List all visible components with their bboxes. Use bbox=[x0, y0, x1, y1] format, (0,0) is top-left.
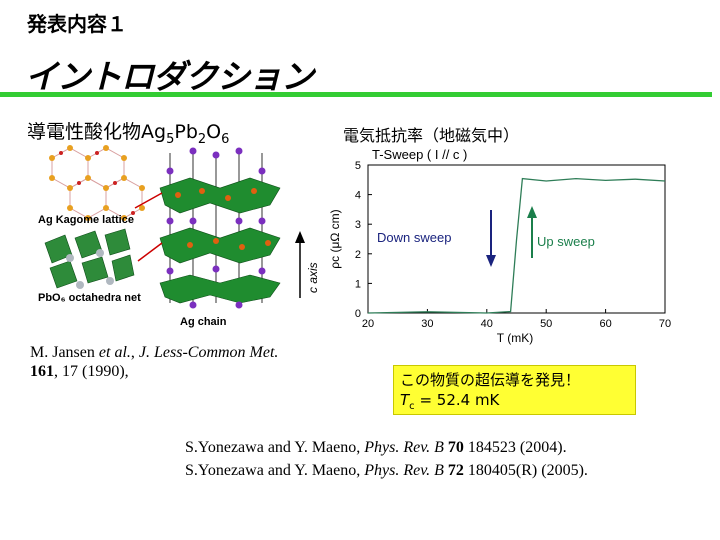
up-sweep-label: Up sweep bbox=[537, 234, 595, 249]
ref-item-rest: 184523 (2004). bbox=[463, 439, 567, 456]
y-tick-label: 2 bbox=[355, 249, 361, 261]
down-sweep-arrow bbox=[486, 210, 496, 267]
c-axis-label: c axis bbox=[306, 262, 320, 293]
subscript-o: 6 bbox=[221, 131, 230, 147]
ref-item-journal: Phys. Rev. B bbox=[364, 462, 444, 479]
compound-prefix: 導電性酸化物 bbox=[27, 121, 142, 143]
y-tick-label: 4 bbox=[355, 190, 361, 202]
down-sweep-label: Down sweep bbox=[377, 230, 451, 245]
ref-item-rest: 180405(R) (2005). bbox=[463, 462, 588, 479]
y-tick-label: 0 bbox=[355, 308, 361, 320]
chart-title: T-Sweep ( I // c ) bbox=[372, 147, 467, 162]
element-o: O bbox=[206, 121, 222, 143]
title-underline bbox=[0, 92, 712, 97]
reference-item: S.Yonezawa and Y. Maeno, Phys. Rev. B 72… bbox=[185, 459, 588, 482]
tc-subscript: c bbox=[409, 401, 415, 412]
ref-volume: 161 bbox=[30, 363, 54, 380]
y-axis-ticks: 0 1 2 3 4 5 bbox=[355, 160, 372, 320]
kagome-lattice-illustration bbox=[49, 145, 145, 221]
plot-frame bbox=[367, 164, 666, 314]
y-tick-label: 3 bbox=[355, 219, 361, 231]
reference-list: S.Yonezawa and Y. Maeno, Phys. Rev. B 70… bbox=[185, 436, 588, 482]
octahedra-net-illustration bbox=[44, 228, 135, 289]
tc-value: Tc = 52.4 mK bbox=[400, 390, 629, 417]
x-tick-label: 70 bbox=[659, 318, 671, 330]
x-tick-label: 30 bbox=[421, 318, 433, 330]
layered-structure-illustration bbox=[134, 147, 281, 309]
ref-journal: J. Less-Common Met. bbox=[138, 344, 279, 361]
reference-jansen: M. Jansen et al., J. Less-Common Met. 16… bbox=[30, 343, 278, 381]
x-axis-label: T (mK) bbox=[497, 331, 533, 345]
element-ag: Ag bbox=[141, 121, 167, 143]
kagome-label: Ag Kagome lattice bbox=[38, 214, 134, 226]
y-axis-label: ρc (μΩ cm) bbox=[328, 209, 342, 268]
element-pb: Pb bbox=[174, 121, 198, 143]
octahedra-label: PbO₆ octahedra net bbox=[38, 292, 141, 304]
ref-item-authors: S.Yonezawa and Y. Maeno, bbox=[185, 439, 365, 456]
ag-chain-label: Ag chain bbox=[180, 316, 227, 328]
subscript-pb: 2 bbox=[197, 131, 207, 147]
graph-title: 電気抵抗率（地磁気中） bbox=[343, 126, 520, 145]
slide-title: イントロダクション bbox=[25, 57, 314, 96]
ref-item-authors: S.Yonezawa and Y. Maeno, bbox=[185, 462, 365, 479]
section-label: 発表内容１ bbox=[27, 12, 127, 36]
up-sweep-arrow bbox=[527, 206, 537, 258]
x-tick-label: 60 bbox=[599, 318, 611, 330]
resistivity-chart: T-Sweep ( I // c ) 0 1 2 3 4 5 20 30 40 50 60 70 D… bbox=[328, 147, 671, 345]
c-axis-arrow bbox=[295, 231, 305, 298]
reference-item: S.Yonezawa and Y. Maeno, Phys. Rev. B 70… bbox=[185, 436, 588, 459]
ref-item-volume: 72 bbox=[443, 462, 464, 479]
discovery-callout: この物質の超伝導を発見！ Tc = 52.4 mK bbox=[393, 365, 636, 415]
callout-message: この物質の超伝導を発見！ bbox=[400, 371, 581, 389]
tc-symbol: T bbox=[400, 391, 410, 409]
ref-sep: , bbox=[130, 344, 139, 361]
ref-item-journal: Phys. Rev. B bbox=[364, 439, 444, 456]
ref-etal: et al. bbox=[98, 344, 131, 361]
ref-rest: , 17 (1990), bbox=[54, 363, 129, 380]
crystal-structure-figure: Ag Kagome lattice PbO₆ octahedra net bbox=[38, 145, 320, 328]
subscript-ag: 5 bbox=[166, 131, 175, 147]
y-tick-label: 5 bbox=[355, 160, 361, 172]
tc-number: = 52.4 mK bbox=[414, 391, 500, 409]
x-tick-label: 50 bbox=[540, 318, 552, 330]
y-tick-label: 1 bbox=[355, 278, 361, 290]
x-axis-ticks: 20 30 40 50 60 70 bbox=[362, 309, 671, 330]
ref-authors: M. Jansen bbox=[30, 344, 99, 361]
x-tick-label: 20 bbox=[362, 318, 374, 330]
ref-item-volume: 70 bbox=[443, 439, 464, 456]
x-tick-label: 40 bbox=[481, 318, 493, 330]
series-line-0 bbox=[367, 177, 666, 314]
compound-formula: 導電性酸化物Ag5Pb2O6 bbox=[27, 117, 229, 147]
